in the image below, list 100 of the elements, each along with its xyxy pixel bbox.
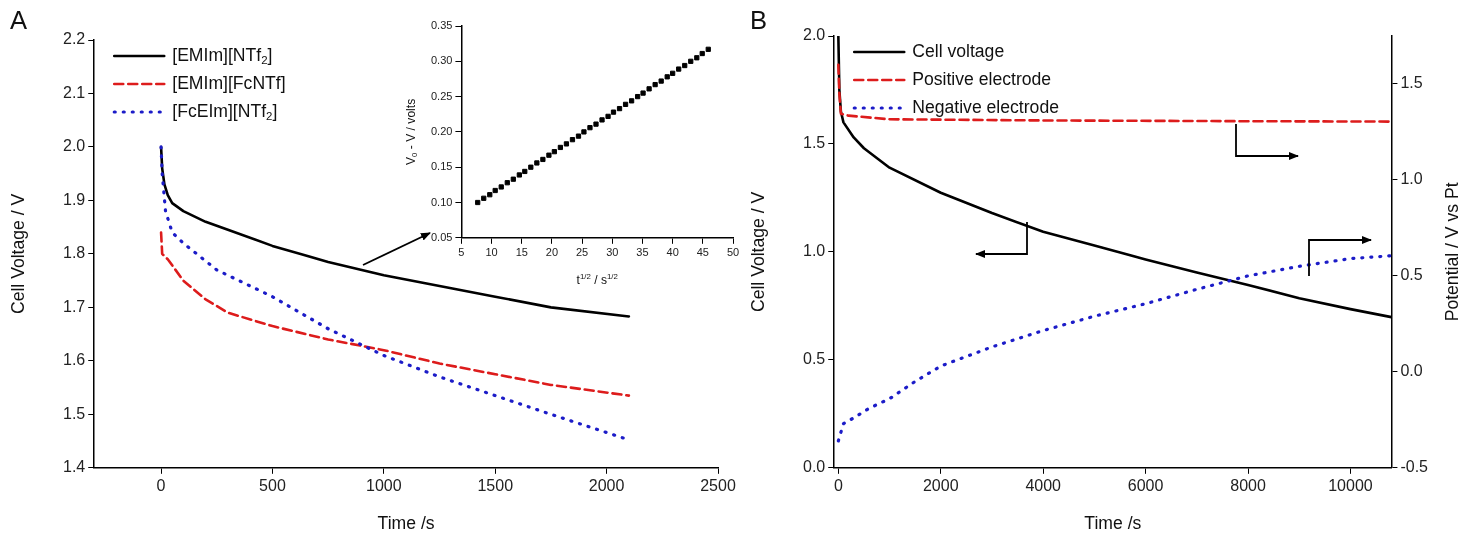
- point: [640, 90, 646, 96]
- x-tick-label: 10000: [1328, 476, 1373, 494]
- point: [492, 187, 498, 194]
- y-tick-label: 0.0: [802, 458, 826, 476]
- point: [616, 105, 623, 112]
- point: [522, 168, 528, 175]
- y-tick-label: 0.25: [430, 89, 453, 102]
- legend-label: Negative electrode: [912, 96, 1059, 117]
- y-tick-label: 2.2: [62, 30, 86, 48]
- point: [510, 176, 516, 182]
- line-series: [159, 145, 627, 440]
- y-tick-label: 2.1: [62, 83, 86, 101]
- x-tick-label: 30: [606, 246, 619, 259]
- point: [699, 50, 705, 57]
- point: [563, 141, 570, 147]
- point: [628, 98, 635, 104]
- point: [646, 86, 652, 92]
- point: [664, 74, 670, 80]
- y-tick-label: 1.6: [62, 351, 86, 369]
- x-tick-label: 2500: [700, 476, 736, 494]
- y-tick-label: 0.35: [430, 19, 453, 32]
- legend-label: [EMIm][FcNTf]: [172, 72, 286, 93]
- x-tick-label: 50: [726, 246, 740, 259]
- point: [652, 81, 658, 88]
- y-tick-label: 2.0: [802, 26, 826, 44]
- x-tick-label: 4000: [1025, 476, 1062, 494]
- x-tick-label: 0: [156, 476, 166, 494]
- y-tick-label: 0.30: [430, 54, 453, 67]
- x-tick-label: 2000: [922, 476, 959, 494]
- point: [688, 58, 694, 64]
- x-tick-label: 8000: [1230, 476, 1266, 494]
- point: [694, 55, 700, 61]
- point: [610, 109, 617, 115]
- y-tick-label: 1.8: [62, 244, 86, 262]
- y-tick-label: 0.5: [802, 350, 826, 368]
- x-tick-label: 1500: [477, 476, 514, 494]
- y-tick-label: 0.05: [430, 230, 453, 243]
- y2-tick-label: 0.5: [1400, 266, 1423, 284]
- point: [581, 129, 587, 135]
- y-tick-label: 1.7: [62, 297, 86, 315]
- y-tick-label: 1.5: [62, 404, 86, 422]
- point: [635, 93, 641, 100]
- point: [575, 133, 582, 139]
- x-tick-label: 5: [458, 246, 465, 259]
- y-tick-label: 1.9: [62, 190, 86, 208]
- line-series: [837, 63, 1392, 123]
- y2-tick-label: -0.5: [1400, 458, 1429, 476]
- point: [599, 117, 605, 123]
- x-tick-label: 2000: [588, 476, 625, 494]
- point: [546, 152, 552, 158]
- x-tick-label: 1000: [366, 476, 402, 494]
- x-tick-label: 6000: [1127, 476, 1164, 494]
- y-axis-title: Cell Voltage / V: [8, 193, 29, 315]
- point: [622, 101, 629, 107]
- point: [528, 164, 534, 170]
- point: [551, 149, 557, 155]
- legend-label: Cell voltage: [912, 40, 1005, 61]
- x-tick-label: 15: [515, 246, 528, 259]
- text: B: [750, 6, 768, 35]
- point: [504, 180, 510, 186]
- y-tick-label: 1.5: [802, 134, 826, 152]
- y2-tick-label: 1.5: [1400, 74, 1423, 92]
- y-tick-label: 0.10: [430, 195, 453, 208]
- y-tick-label: 1.0: [802, 242, 826, 260]
- point: [498, 184, 504, 190]
- y2-tick-label: 0.0: [1400, 362, 1423, 380]
- point: [516, 172, 522, 178]
- x-tick-label: 40: [666, 246, 679, 259]
- point: [682, 62, 688, 69]
- point: [487, 192, 493, 198]
- y-tick-label: 0.15: [430, 160, 453, 173]
- point: [475, 199, 481, 206]
- legend-label: Positive electrode: [912, 68, 1052, 89]
- point: [557, 144, 564, 151]
- line-series: [159, 231, 631, 397]
- y2-axis-title: Potential / V vs Pt: [1442, 182, 1463, 322]
- x-tick-label: 20: [545, 246, 559, 259]
- x-tick-label: 35: [636, 246, 649, 259]
- point: [605, 113, 611, 119]
- y-tick-label: 0.20: [430, 124, 453, 137]
- x-tick-label: 500: [259, 476, 286, 494]
- point: [540, 156, 546, 163]
- point: [670, 70, 676, 76]
- point: [593, 121, 599, 127]
- x-tick-label: 0: [833, 476, 843, 494]
- text: A: [10, 6, 28, 35]
- point: [534, 160, 540, 166]
- point: [676, 66, 682, 72]
- y-tick-label: 2.0: [62, 137, 86, 155]
- x-axis-title: Time /s: [377, 513, 435, 534]
- y-axis-title: Cell Voltage / V: [748, 191, 769, 313]
- x-axis-title: Time /s: [1084, 513, 1142, 534]
- line-series: [836, 254, 1392, 443]
- point: [569, 137, 576, 143]
- x-tick-label: 25: [575, 246, 589, 259]
- y2-tick-label: 1.0: [1400, 170, 1423, 188]
- point: [658, 78, 664, 84]
- point: [705, 46, 711, 52]
- point: [587, 125, 593, 131]
- x-tick-label: 10: [485, 246, 498, 259]
